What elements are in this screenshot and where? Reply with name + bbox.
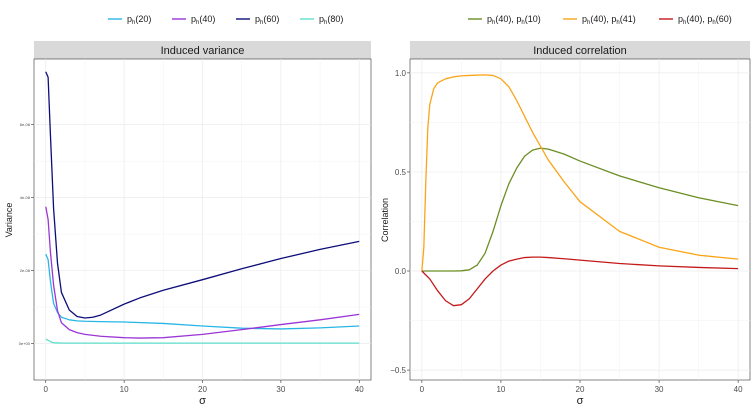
y-ticks-left: 0e+00 2e-08 4e-08 6e-08 xyxy=(19,122,34,346)
x-tick-label: 20 xyxy=(198,385,207,394)
legend-item-3: ph(40), ph(60) xyxy=(659,14,732,26)
x-tick-label: 30 xyxy=(655,385,664,394)
strip-background xyxy=(410,41,750,59)
legend-label: ph(40) xyxy=(191,14,215,26)
x-ticks-left: 0 10 20 30 40 xyxy=(44,380,364,394)
y-tick-label: 0.0 xyxy=(395,267,407,276)
legend-item-2: ph(40), ph(41) xyxy=(563,14,636,26)
legend-right: ph(40), ph(10) ph(40), ph(41) ph(40), ph(6… xyxy=(468,14,732,26)
legend-label: ph(40), ph(41) xyxy=(582,14,636,26)
y-ticks-right: −0.5 0.0 0.5 1.0 xyxy=(390,69,410,375)
x-tick-label: 40 xyxy=(734,385,743,394)
legend-label: ph(60) xyxy=(255,14,279,26)
legend-item-3: ph(60) xyxy=(236,14,279,26)
x-tick-label: 10 xyxy=(496,385,505,394)
legend-label: ph(20) xyxy=(127,14,151,26)
legend-item-1: ph(40), ph(10) xyxy=(468,14,541,26)
y-tick-label: 6e-08 xyxy=(20,122,31,127)
y-axis-title: Correlation xyxy=(380,198,390,242)
y-tick-label: 1.0 xyxy=(395,69,407,78)
series-line-2 xyxy=(45,206,360,339)
legend-label: ph(40), ph(10) xyxy=(487,14,541,26)
legend-item-4: ph(80) xyxy=(300,14,343,26)
y-axis-title: Variance xyxy=(4,203,14,238)
series-line-3 xyxy=(45,71,360,319)
y-tick-label: 0.5 xyxy=(395,168,407,177)
panel-title: Induced correlation xyxy=(533,45,627,57)
series-line-2 xyxy=(421,74,739,272)
series-line-1 xyxy=(421,147,739,272)
x-tick-label: 20 xyxy=(576,385,585,394)
series-line-4 xyxy=(45,338,360,344)
x-axis-title: σ xyxy=(577,395,584,407)
x-ticks-right: 0 10 20 30 40 xyxy=(420,380,743,394)
legend-left: ph(20) ph(40) ph(60) ph(80) xyxy=(108,14,343,26)
panel-induced-correlation: Induced correlation −0.5 0.0 0.5 1.0 0 10 20 3… xyxy=(380,41,751,407)
x-tick-label: 0 xyxy=(44,385,49,394)
legend-item-2: ph(40) xyxy=(172,14,215,26)
legend-label: ph(40), ph(60) xyxy=(678,14,732,26)
x-tick-label: 10 xyxy=(120,385,129,394)
series-left xyxy=(45,71,360,344)
x-tick-label: 30 xyxy=(276,385,285,394)
legend-item-1: ph(20) xyxy=(108,14,151,26)
y-tick-label: −0.5 xyxy=(390,366,406,375)
panel-title: Induced variance xyxy=(161,45,245,57)
panel-induced-variance: Induced variance 0e+00 2e-08 4e-08 6e-08 0 1… xyxy=(4,41,372,407)
strip-background xyxy=(34,41,371,59)
legend-label: ph(80) xyxy=(319,14,343,26)
series-right xyxy=(421,74,739,307)
x-tick-label: 40 xyxy=(355,385,364,394)
grid-right xyxy=(410,59,750,380)
y-tick-label: 2e-08 xyxy=(20,268,31,273)
y-tick-label: 0e+00 xyxy=(19,341,31,346)
x-axis-title: σ xyxy=(199,395,206,407)
y-tick-label: 4e-08 xyxy=(20,195,31,200)
series-line-3 xyxy=(421,256,739,307)
x-tick-label: 0 xyxy=(420,385,425,394)
